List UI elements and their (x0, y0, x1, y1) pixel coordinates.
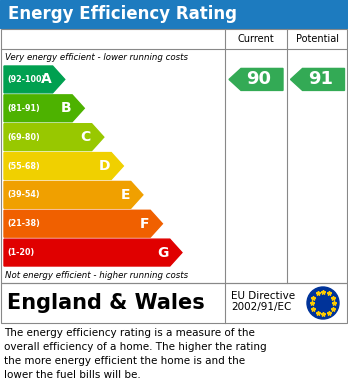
Text: G: G (157, 246, 169, 260)
Text: Very energy efficient - lower running costs: Very energy efficient - lower running co… (5, 52, 188, 61)
Text: E: E (120, 188, 130, 202)
Text: F: F (140, 217, 149, 231)
Text: (21-38): (21-38) (7, 219, 40, 228)
Text: the more energy efficient the home is and the: the more energy efficient the home is an… (4, 356, 245, 366)
Bar (0, 0, 348, 28)
Text: EU Directive: EU Directive (231, 291, 295, 301)
Text: (39-54): (39-54) (7, 190, 40, 199)
Text: England & Wales: England & Wales (7, 293, 205, 313)
Circle shape (307, 287, 339, 319)
Text: D: D (99, 159, 110, 173)
Text: Not energy efficient - higher running costs: Not energy efficient - higher running co… (5, 271, 188, 280)
Polygon shape (4, 181, 143, 208)
Text: A: A (41, 72, 52, 86)
Text: (81-91): (81-91) (7, 104, 40, 113)
Polygon shape (4, 95, 84, 122)
Text: B: B (61, 101, 71, 115)
Text: (55-68): (55-68) (7, 161, 40, 170)
Bar (1, 283, 347, 323)
Text: (69-80): (69-80) (7, 133, 40, 142)
Text: lower the fuel bills will be.: lower the fuel bills will be. (4, 370, 141, 380)
Text: Current: Current (238, 34, 274, 44)
Text: 91: 91 (308, 70, 333, 88)
Polygon shape (4, 66, 65, 93)
Text: 2002/91/EC: 2002/91/EC (231, 302, 291, 312)
Polygon shape (229, 68, 283, 90)
Text: 90: 90 (246, 70, 271, 88)
Text: The energy efficiency rating is a measure of the: The energy efficiency rating is a measur… (4, 328, 255, 338)
Polygon shape (291, 68, 345, 90)
Bar (1, 29, 347, 283)
Polygon shape (4, 239, 182, 266)
Text: (92-100): (92-100) (7, 75, 45, 84)
Text: C: C (80, 130, 91, 144)
Polygon shape (4, 210, 163, 237)
Text: (1-20): (1-20) (7, 248, 34, 257)
Bar (1, 283, 347, 323)
Polygon shape (4, 152, 123, 179)
Text: Potential: Potential (296, 34, 339, 44)
Text: overall efficiency of a home. The higher the rating: overall efficiency of a home. The higher… (4, 342, 267, 352)
Text: Energy Efficiency Rating: Energy Efficiency Rating (8, 5, 237, 23)
Polygon shape (4, 124, 104, 151)
